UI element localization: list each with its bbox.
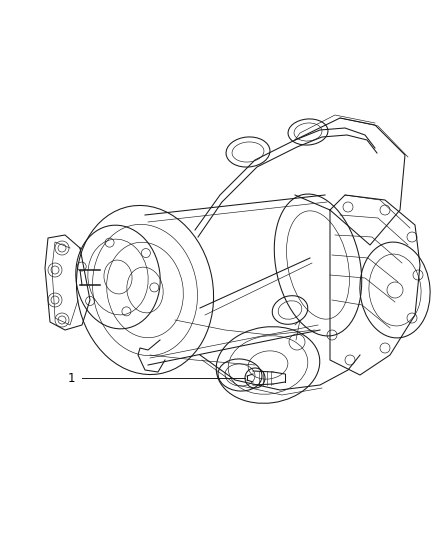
Text: 1: 1 bbox=[68, 372, 75, 384]
